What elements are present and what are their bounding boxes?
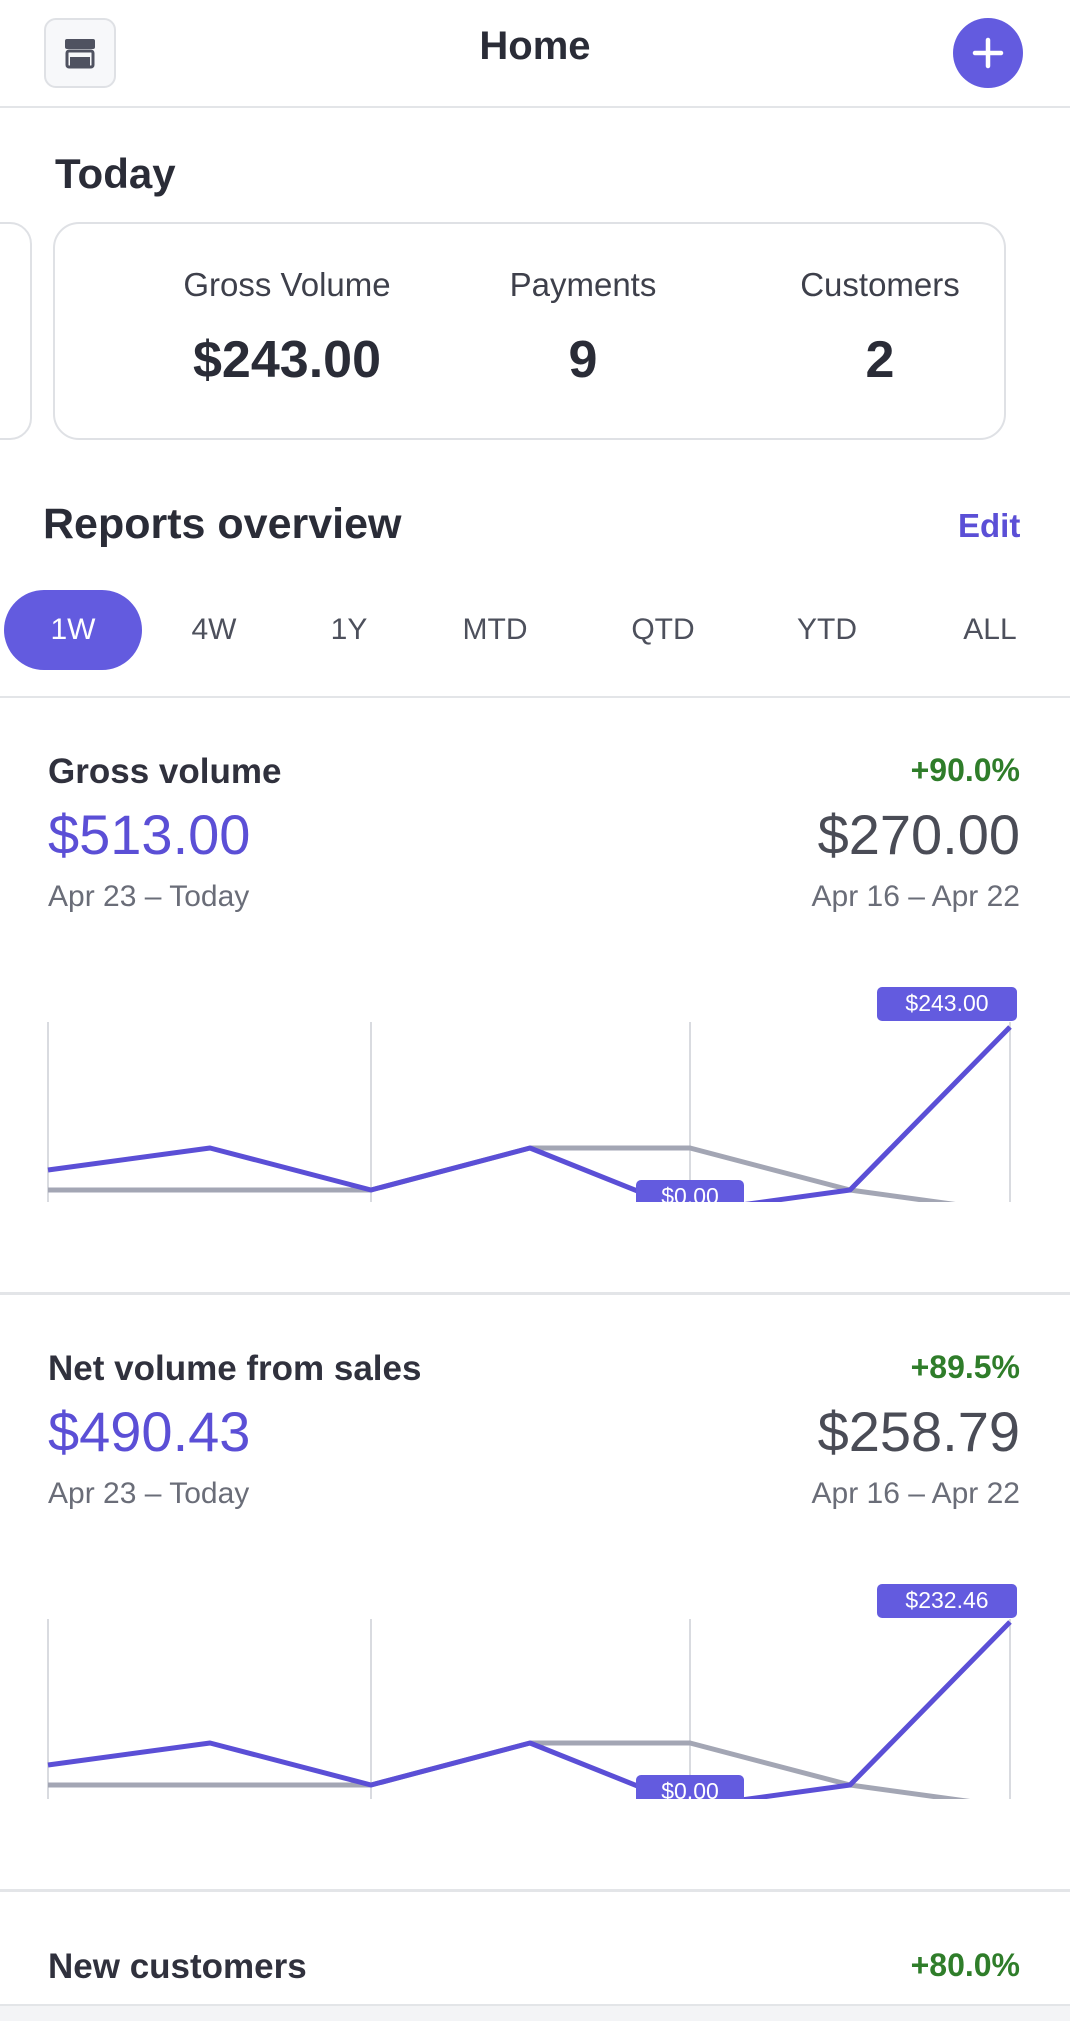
- stat-value: 2: [865, 331, 895, 389]
- stat-customers: Customers 2: [750, 266, 1010, 390]
- divider: [0, 1292, 1070, 1295]
- current-period-line: [47, 1620, 1012, 1799]
- stat-value: $243.00: [193, 331, 381, 389]
- gross-volume-chart: $243.00 $0.00: [47, 987, 1017, 1202]
- metric-title: New customers: [48, 1947, 307, 1986]
- metric-title: Net volume from sales: [48, 1349, 422, 1388]
- tab-ytd[interactable]: YTD: [797, 613, 857, 646]
- previous-card-peek[interactable]: [0, 222, 32, 440]
- max-value-badge: [877, 1584, 1017, 1618]
- max-value-label: $232.46: [905, 1587, 988, 1613]
- min-value-label: $0.00: [661, 1778, 719, 1799]
- edit-button[interactable]: Edit: [958, 507, 1021, 544]
- divider: [0, 1889, 1070, 1892]
- previous-period-line: [48, 1145, 956, 1202]
- previous-value: $270.00: [817, 803, 1020, 866]
- current-period-line: [47, 1025, 1012, 1202]
- stat-label: Payments: [509, 266, 657, 303]
- previous-value: $258.79: [817, 1400, 1020, 1463]
- previous-period-line: [48, 1740, 971, 1799]
- page-title: Home: [479, 24, 591, 68]
- current-date-range: Apr 23 – Today: [48, 880, 250, 913]
- gross-volume-card[interactable]: Gross volume +90.0% $513.00 $270.00 Apr …: [0, 752, 1070, 1252]
- tab-4w[interactable]: 4W: [191, 613, 237, 646]
- stat-payments: Payments 9: [453, 266, 713, 390]
- change-percentage: +90.0%: [910, 752, 1020, 788]
- stat-gross-volume: Gross Volume $243.00: [157, 266, 417, 390]
- top-navigation-bar: Home: [0, 0, 1070, 108]
- period-tabs: 1W 4W 1Y MTD QTD YTD ALL: [0, 590, 1070, 670]
- today-heading: Today: [55, 150, 176, 197]
- max-value-badge: [877, 987, 1017, 1021]
- tab-1w[interactable]: 1W: [4, 590, 142, 670]
- tab-qtd[interactable]: QTD: [631, 613, 695, 646]
- change-percentage: +89.5%: [910, 1349, 1020, 1385]
- store-button[interactable]: [44, 18, 116, 88]
- new-customers-card[interactable]: New customers +80.0%: [0, 1947, 1070, 2003]
- stat-label: Gross Volume: [183, 266, 391, 303]
- change-percentage: +80.0%: [910, 1947, 1020, 1983]
- max-value-label: $243.00: [905, 990, 988, 1016]
- store-icon: [65, 39, 95, 69]
- min-value-label: $0.00: [661, 1183, 719, 1202]
- current-value: $513.00: [48, 803, 251, 866]
- reports-overview-heading: Reports overview: [43, 500, 402, 548]
- previous-date-range: Apr 16 – Apr 22: [811, 1477, 1020, 1510]
- current-value: $490.43: [48, 1400, 251, 1463]
- metric-title: Gross volume: [48, 752, 282, 791]
- tab-all[interactable]: ALL: [963, 613, 1017, 646]
- add-button[interactable]: [953, 18, 1023, 88]
- tab-mtd[interactable]: MTD: [462, 613, 528, 646]
- min-value-badge: [636, 1775, 744, 1799]
- previous-date-range: Apr 16 – Apr 22: [811, 880, 1020, 913]
- bottom-bar: [0, 2004, 1070, 2021]
- net-volume-chart: $232.46 $0.00: [47, 1584, 1017, 1799]
- today-summary-card[interactable]: Gross Volume $243.00 Payments 9 Customer…: [53, 222, 1006, 440]
- stat-label: Customers: [800, 266, 960, 303]
- current-date-range: Apr 23 – Today: [48, 1477, 250, 1510]
- min-value-badge: [636, 1180, 744, 1202]
- tab-1y[interactable]: 1Y: [330, 613, 368, 646]
- net-volume-card[interactable]: Net volume from sales +89.5% $490.43 $25…: [0, 1349, 1070, 1849]
- divider: [0, 696, 1070, 698]
- stat-value: 9: [568, 331, 598, 389]
- plus-icon: [972, 37, 1004, 69]
